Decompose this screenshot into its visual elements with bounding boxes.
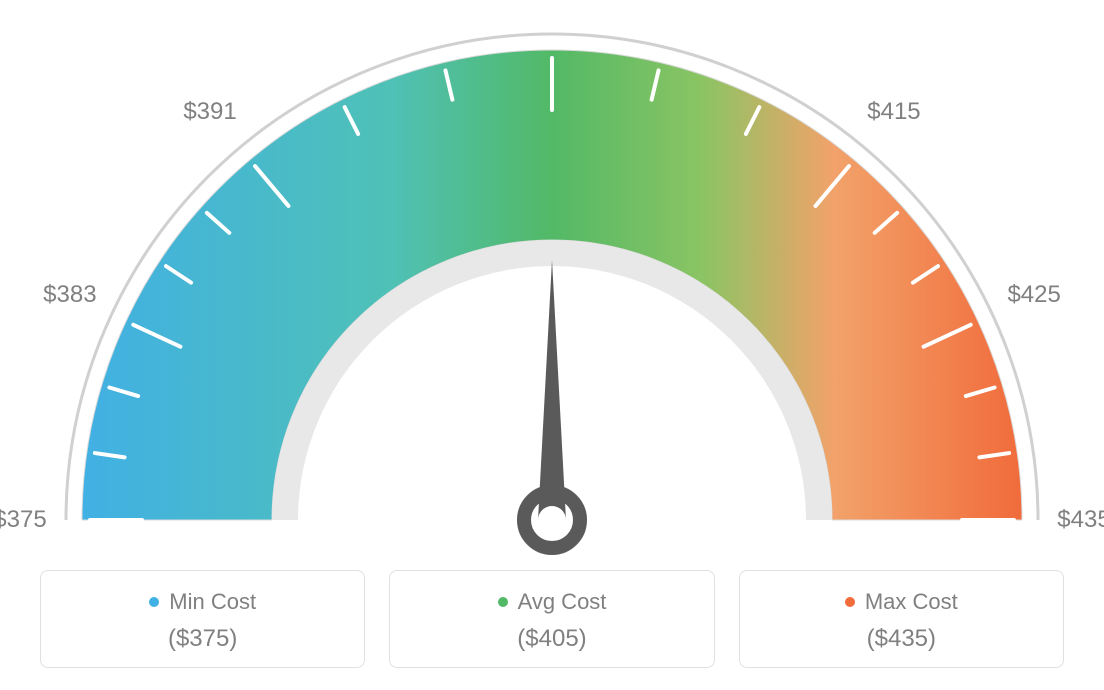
avg-cost-value: ($405)	[402, 625, 701, 653]
gauge-svg	[0, 0, 1104, 560]
gauge-scale-label: $405	[525, 0, 578, 2]
avg-cost-card: Avg Cost ($405)	[389, 570, 714, 668]
gauge-scale-label: $391	[183, 98, 236, 126]
gauge-scale-label: $415	[867, 98, 920, 126]
avg-cost-dot-icon	[498, 597, 508, 607]
gauge-chart: $375 $383 $391 $405 $415 $425 $435	[0, 0, 1104, 560]
min-cost-value: ($375)	[53, 625, 352, 653]
max-cost-title: Max Cost	[845, 589, 958, 615]
gauge-scale-label: $435	[1057, 506, 1104, 534]
gauge-scale-label: $425	[1007, 281, 1060, 309]
max-cost-label: Max Cost	[865, 589, 958, 615]
avg-cost-label: Avg Cost	[518, 589, 607, 615]
gauge-scale-label: $383	[43, 281, 96, 309]
gauge-scale-label: $375	[0, 506, 47, 534]
min-cost-title: Min Cost	[149, 589, 256, 615]
max-cost-card: Max Cost ($435)	[739, 570, 1064, 668]
min-cost-dot-icon	[149, 597, 159, 607]
avg-cost-title: Avg Cost	[498, 589, 607, 615]
max-cost-value: ($435)	[752, 625, 1051, 653]
summary-cards-row: Min Cost ($375) Avg Cost ($405) Max Cost…	[0, 570, 1104, 668]
min-cost-label: Min Cost	[169, 589, 256, 615]
max-cost-dot-icon	[845, 597, 855, 607]
min-cost-card: Min Cost ($375)	[40, 570, 365, 668]
